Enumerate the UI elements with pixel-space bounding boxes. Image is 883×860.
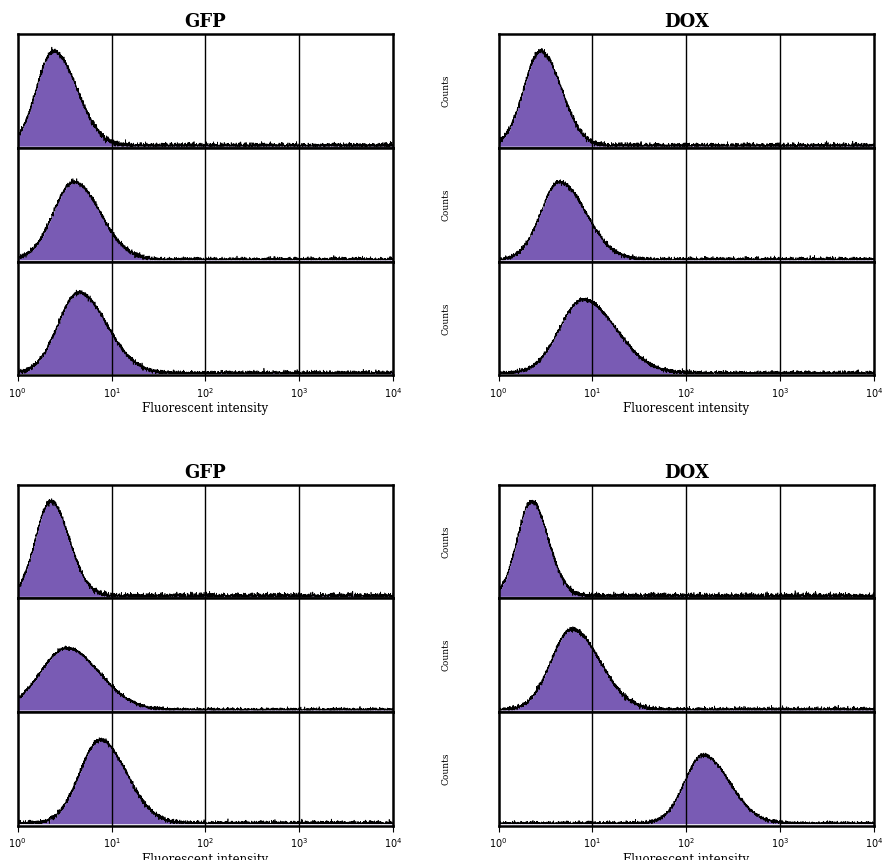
Title: GFP: GFP	[185, 464, 226, 482]
X-axis label: Fluorescent intensity: Fluorescent intensity	[623, 402, 750, 415]
X-axis label: Fluorescent intensity: Fluorescent intensity	[142, 852, 268, 860]
Text: Counts: Counts	[442, 188, 450, 221]
Text: Counts: Counts	[442, 303, 450, 335]
X-axis label: Fluorescent intensity: Fluorescent intensity	[142, 402, 268, 415]
Title: DOX: DOX	[664, 14, 709, 32]
Text: Counts: Counts	[442, 639, 450, 672]
X-axis label: Fluorescent intensity: Fluorescent intensity	[623, 852, 750, 860]
Text: Counts: Counts	[442, 75, 450, 108]
Text: Counts: Counts	[442, 752, 450, 785]
Title: GFP: GFP	[185, 14, 226, 32]
Text: Counts: Counts	[442, 525, 450, 557]
Title: DOX: DOX	[664, 464, 709, 482]
